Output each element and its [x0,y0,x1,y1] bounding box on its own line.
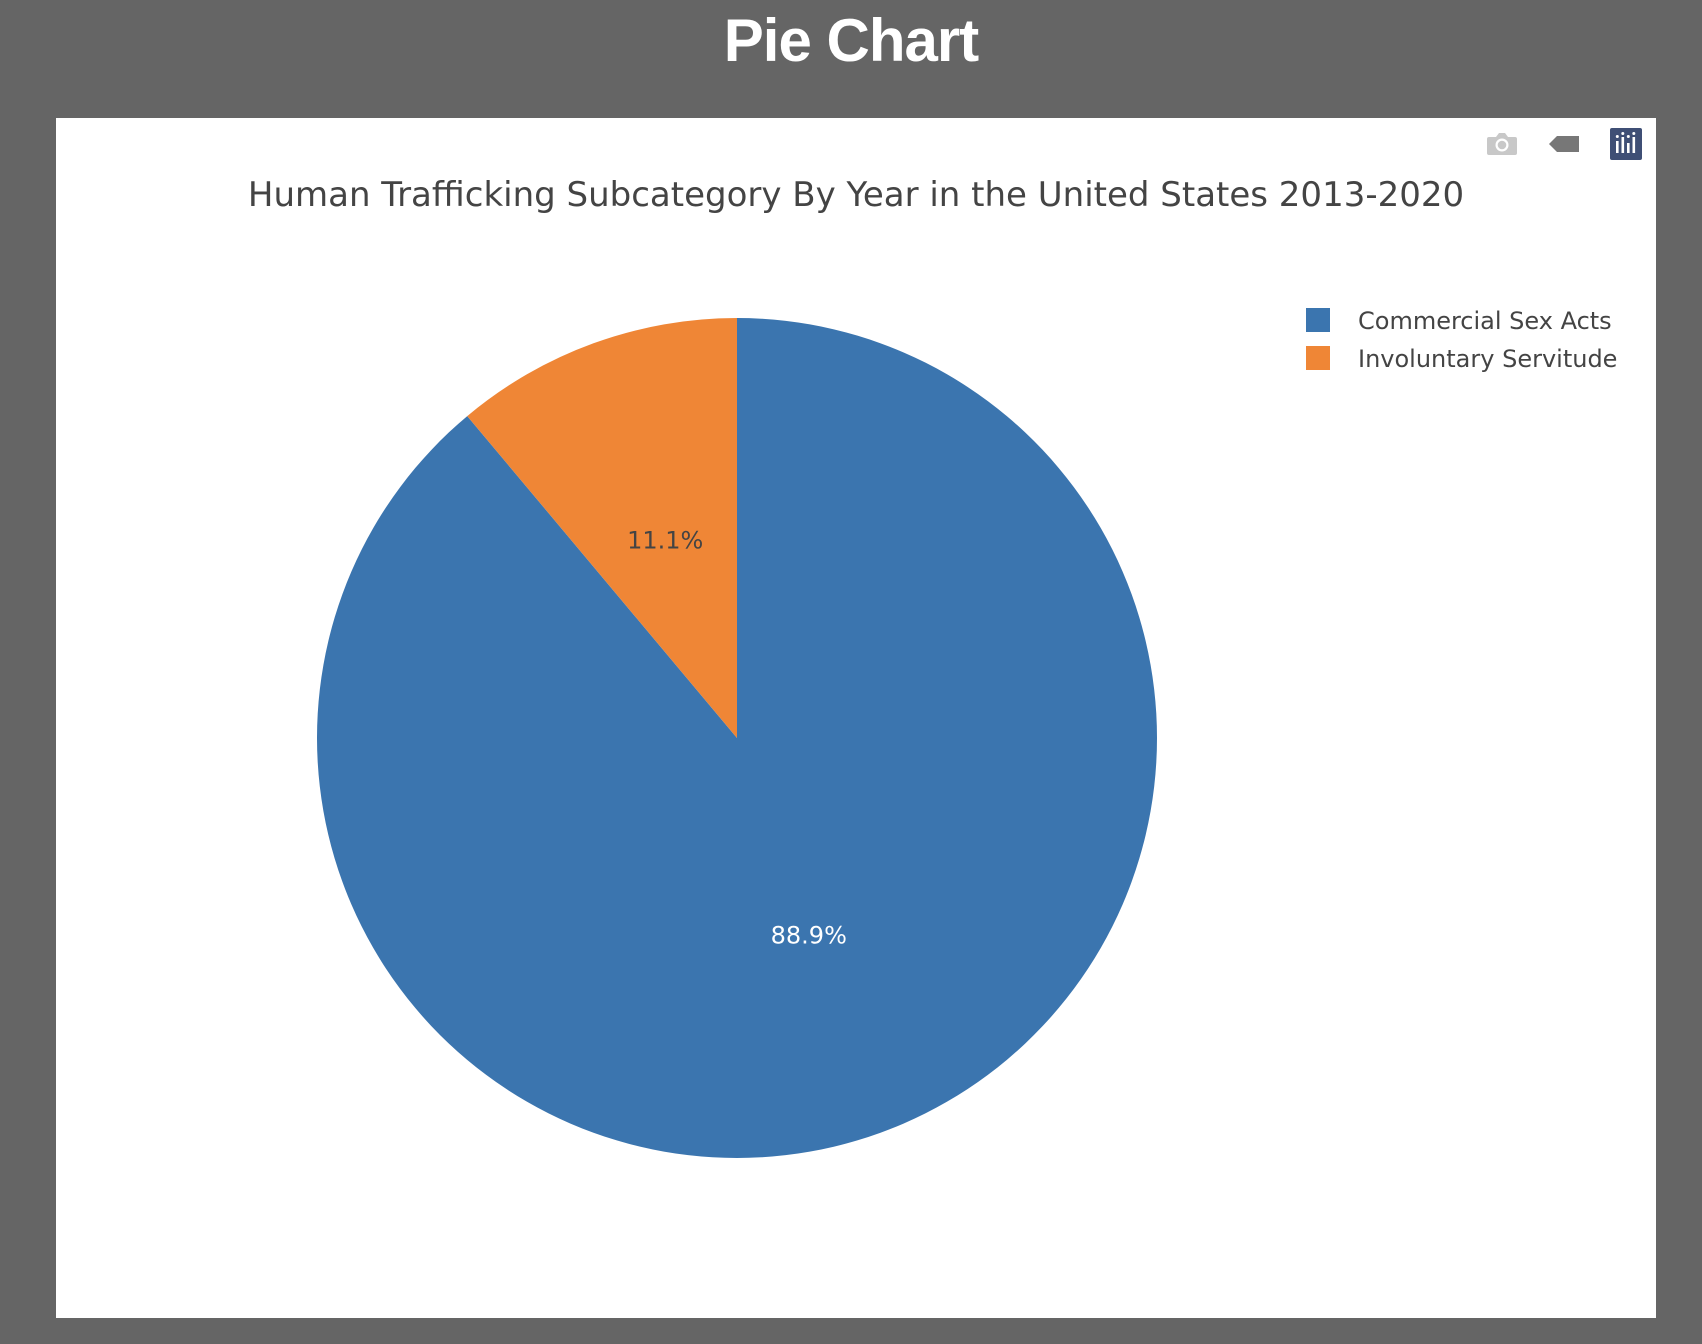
pie-slice-commercial-sex-acts[interactable] [316,318,1157,1158]
legend-item[interactable]: Involuntary Servitude [1306,345,1617,373]
page-title: Pie Chart [723,7,979,74]
legend-swatch [1306,308,1330,332]
legend-swatch [1306,346,1330,370]
chart-card: Human Trafficking Subcategory By Year in… [56,118,1656,1318]
pie-slices [316,318,1157,1158]
chart-title: Human Trafficking Subcategory By Year in… [248,175,1464,215]
modebar [1484,126,1644,162]
pie-slice-involuntary-servitude[interactable] [467,318,737,738]
slice-label: 88.9% [771,921,847,949]
legend-label: Commercial Sex Acts [1358,307,1612,335]
tag-icon[interactable] [1546,126,1582,162]
plotly-logo-icon[interactable] [1608,126,1644,162]
legend-item[interactable]: Commercial Sex Acts [1306,307,1612,335]
legend: Commercial Sex Acts Involuntary Servitude [1306,307,1617,373]
camera-icon[interactable] [1484,126,1520,162]
pie-slice-labels: 88.9% 11.1% [627,527,847,950]
pie-chart: Human Trafficking Subcategory By Year in… [248,175,1617,1158]
legend-label: Involuntary Servitude [1358,345,1617,373]
slice-label: 11.1% [627,527,703,555]
